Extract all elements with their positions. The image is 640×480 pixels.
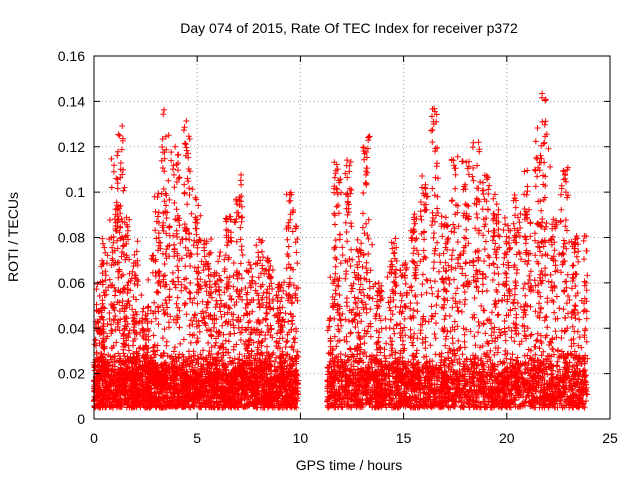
chart-title: Day 074 of 2015, Rate Of TEC Index for r… — [180, 20, 518, 36]
y-tick-label: 0.1 — [66, 184, 86, 200]
y-axis-label: ROTI / TECUs — [5, 192, 21, 282]
y-tick-label: 0 — [77, 411, 85, 427]
x-tick-label: 5 — [193, 430, 201, 446]
y-tick-label: 0.08 — [58, 230, 85, 246]
y-tick-label: 0.02 — [58, 366, 85, 382]
x-tick-label: 20 — [499, 430, 515, 446]
y-tick-label: 0.04 — [58, 320, 85, 336]
x-tick-label: 10 — [293, 430, 309, 446]
x-tick-label: 15 — [396, 430, 412, 446]
x-axis: 0 5 10 15 20 25 — [90, 56, 618, 446]
y-tick-label: 0.06 — [58, 275, 85, 291]
roti-point-cloud — [91, 90, 591, 411]
y-tick-label: 0.14 — [58, 93, 85, 109]
y-tick-label: 0.16 — [58, 48, 85, 64]
x-axis-label: GPS time / hours — [296, 457, 403, 473]
x-tick-label: 0 — [90, 430, 98, 446]
x-tick-label: 25 — [602, 430, 618, 446]
data-points — [91, 90, 591, 411]
y-tick-label: 0.12 — [58, 139, 85, 155]
y-axis: 0 0.02 0.04 0.06 0.08 0.1 0.12 0.14 0.16 — [58, 48, 610, 427]
grid-lines — [94, 56, 610, 419]
